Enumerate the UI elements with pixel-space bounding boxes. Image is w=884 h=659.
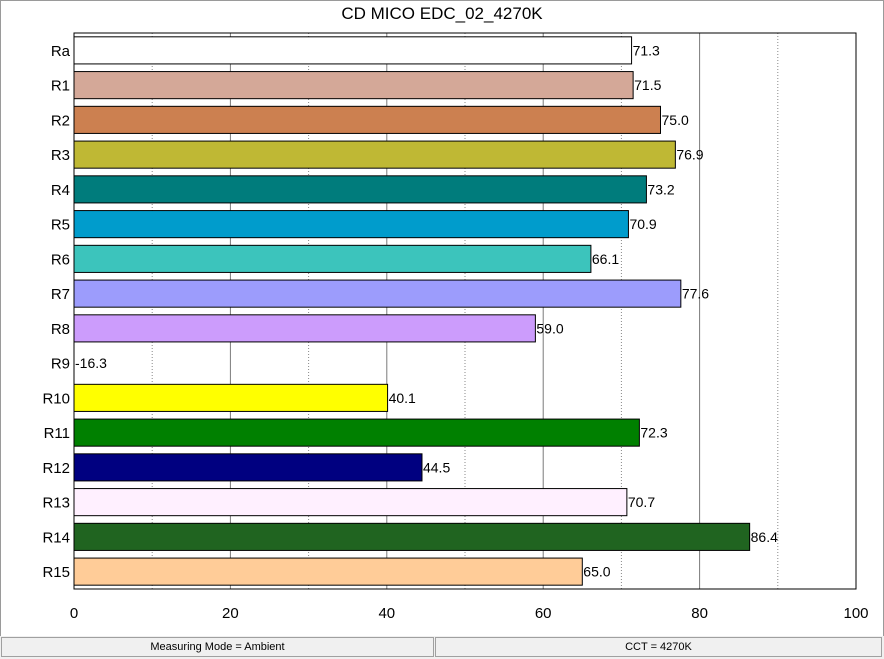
measuring-mode-status: Measuring Mode = Ambient xyxy=(1,637,434,657)
category-label: R8 xyxy=(51,321,70,338)
status-bar: Measuring Mode = Ambient CCT = 4270K xyxy=(0,636,884,659)
data-label: 72.3 xyxy=(640,425,667,441)
bar xyxy=(73,279,682,308)
data-label: 86.4 xyxy=(751,529,778,545)
bar xyxy=(73,418,640,447)
bar xyxy=(73,71,634,100)
bar xyxy=(73,140,676,169)
data-label: 77.6 xyxy=(682,286,709,302)
data-label: -16.3 xyxy=(75,355,107,371)
category-label: R12 xyxy=(42,460,70,477)
category-label: R13 xyxy=(42,495,70,512)
bar xyxy=(73,210,629,239)
data-label: 59.0 xyxy=(536,320,563,336)
data-label: 71.5 xyxy=(634,77,661,93)
x-tick-label: 100 xyxy=(843,605,868,622)
category-label: R6 xyxy=(51,251,70,268)
category-label: Ra xyxy=(51,43,71,60)
category-label: R14 xyxy=(42,529,70,546)
cct-status: CCT = 4270K xyxy=(435,637,882,657)
bar xyxy=(73,488,628,517)
bar-chart: Ra 71.3 R1 71.5 R2 75.0 R3 76.9 R4 73.2 R5 70.9 R6 66… xyxy=(42,32,869,622)
bar xyxy=(73,36,633,65)
category-label: R1 xyxy=(51,78,70,95)
x-tick-label: 0 xyxy=(70,605,78,622)
plot-border xyxy=(73,32,857,590)
bar xyxy=(73,314,536,343)
x-tick-label: 80 xyxy=(691,605,708,622)
category-label: R11 xyxy=(44,425,70,442)
data-label: 70.9 xyxy=(629,216,656,232)
bar xyxy=(73,522,751,551)
category-label: R10 xyxy=(42,390,70,407)
data-label: 65.0 xyxy=(583,564,610,580)
chart-title: CD MICO EDC_02_4270K xyxy=(341,4,543,23)
data-label: 75.0 xyxy=(662,112,689,128)
bar xyxy=(73,105,661,134)
bar xyxy=(73,175,647,204)
data-label: 76.9 xyxy=(676,147,703,163)
x-tick-label: 60 xyxy=(535,605,552,622)
category-label: R2 xyxy=(51,112,70,129)
x-tick-label: 40 xyxy=(378,605,395,622)
category-label: R4 xyxy=(51,182,70,199)
bar xyxy=(73,557,583,586)
data-label: 71.3 xyxy=(633,42,660,58)
category-label: R15 xyxy=(42,564,70,581)
data-label: 40.1 xyxy=(389,390,416,406)
data-label: 66.1 xyxy=(592,251,619,267)
data-label: 73.2 xyxy=(647,181,674,197)
x-tick-label: 20 xyxy=(222,605,239,622)
bar xyxy=(73,244,592,273)
category-label: R5 xyxy=(51,217,70,234)
data-label: 44.5 xyxy=(423,459,450,475)
bar xyxy=(73,383,389,412)
data-label: 70.7 xyxy=(628,494,655,510)
category-label: R3 xyxy=(51,147,70,164)
bar xyxy=(73,453,423,482)
category-label: R9 xyxy=(51,356,70,373)
category-label: R7 xyxy=(51,286,70,303)
